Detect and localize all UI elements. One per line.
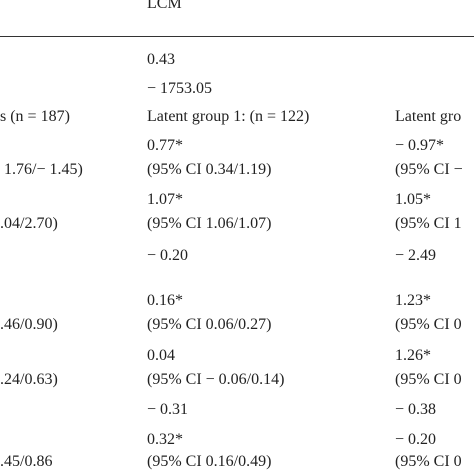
row-1-g2-ci: (95% CI 1 bbox=[395, 215, 462, 232]
row-3-g1-value: 0.16* bbox=[147, 292, 183, 309]
group-header-latent-1: Latent group 1: (n = 122) bbox=[147, 108, 310, 125]
row-3-g2-ci: (95% CI 0 bbox=[395, 316, 462, 333]
row-3-g2-value: 1.23* bbox=[395, 292, 431, 309]
row-6-left-ci: .45/0.86 bbox=[0, 453, 53, 470]
row-4-g1-value: 0.04 bbox=[147, 347, 175, 364]
row-3-left-ci: .46/0.90) bbox=[0, 316, 58, 333]
row-0-g2-value: − 0.97* bbox=[395, 137, 445, 154]
row-4-g1-ci: (95% CI − 0.06/0.14) bbox=[147, 371, 285, 388]
row-6-g2-value: − 0.20 bbox=[395, 431, 437, 448]
group-header-left: s (n = 187) bbox=[0, 108, 70, 125]
lcm-header: LCM bbox=[147, 0, 182, 12]
row-5-g1-value: − 0.31 bbox=[147, 401, 189, 418]
row-5-g2-value: − 0.38 bbox=[395, 401, 437, 418]
row-4-left-ci: .24/0.63) bbox=[0, 371, 58, 388]
row-4-g2-ci: (95% CI 0 bbox=[395, 371, 462, 388]
row-3-g1-ci: (95% CI 0.06/0.27) bbox=[147, 316, 272, 333]
row-6-g1-ci: (95% CI 0.16/0.49) bbox=[147, 453, 272, 470]
row-0-g2-ci: (95% CI − bbox=[395, 161, 463, 178]
row-2-g2-value: − 2.49 bbox=[395, 247, 437, 264]
row-1-g2-value: 1.05* bbox=[395, 191, 431, 208]
fit-value-1: 0.43 bbox=[147, 51, 175, 68]
row-4-g2-value: 1.26* bbox=[395, 347, 431, 364]
row-0-g1-value: 0.77* bbox=[147, 137, 183, 154]
row-1-left-ci: .04/2.70) bbox=[0, 215, 58, 232]
header-rule bbox=[0, 36, 474, 37]
row-2-g1-value: − 0.20 bbox=[147, 247, 189, 264]
fit-value-2: − 1753.05 bbox=[147, 80, 213, 97]
row-1-g1-value: 1.07* bbox=[147, 191, 183, 208]
group-header-latent-2: Latent gro bbox=[395, 108, 462, 125]
row-6-g2-ci: (95% CI 0 bbox=[395, 453, 462, 470]
row-0-left-ci: 1.76/− 1.45) bbox=[4, 161, 83, 178]
row-1-g1-ci: (95% CI 1.06/1.07) bbox=[147, 215, 272, 232]
row-0-g1-ci: (95% CI 0.34/1.19) bbox=[147, 161, 272, 178]
row-6-g1-value: 0.32* bbox=[147, 431, 183, 448]
